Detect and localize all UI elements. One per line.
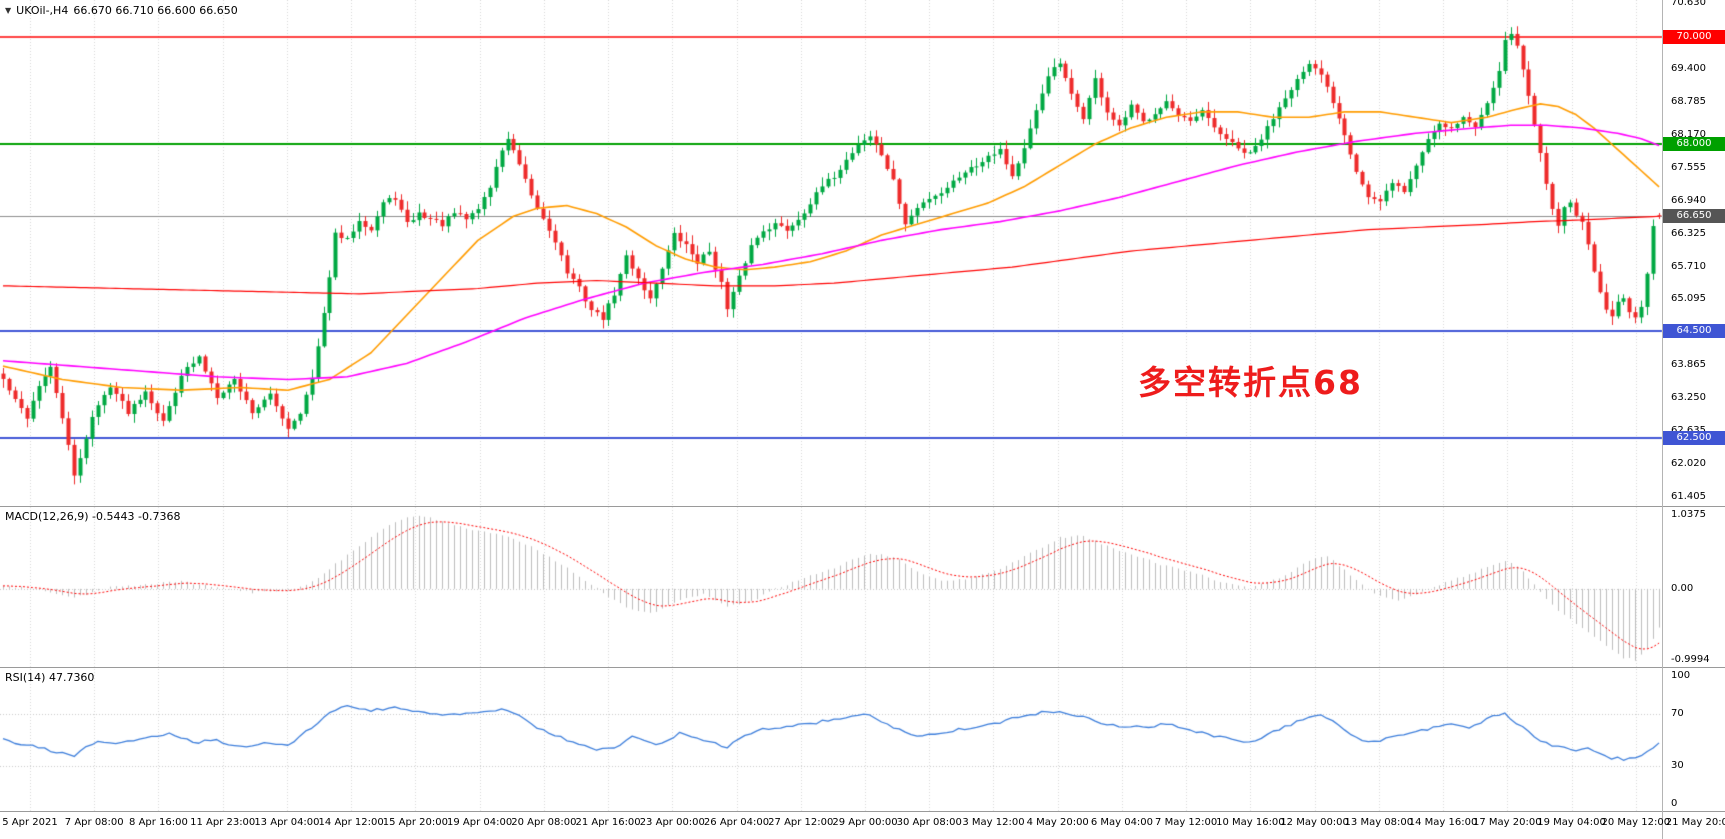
price-tag: 64.500 <box>1663 324 1725 339</box>
time-axis-label: 14 May 16:00 <box>1408 817 1478 828</box>
time-axis-label: 14 Apr 12:00 <box>318 817 384 828</box>
time-axis-label: 29 Apr 00:00 <box>832 817 898 828</box>
price-axis-label: 63.865 <box>1671 359 1706 371</box>
price-axis-label: 67.555 <box>1671 161 1706 173</box>
macd-indicator-label: MACD(12,26,9) -0.5443 -0.7368 <box>5 510 181 523</box>
ohlc-values: 66.670 66.710 66.600 66.650 <box>73 4 238 17</box>
price-axis-label: 63.250 <box>1671 392 1706 404</box>
symbol-marker-icon[interactable]: ▼ <box>5 6 12 15</box>
price-axis-label: 68.170 <box>1671 128 1706 140</box>
price-tag: 62.500 <box>1663 431 1725 446</box>
price-tag: 70.000 <box>1663 29 1725 44</box>
time-axis-label: 6 May 04:00 <box>1090 817 1154 828</box>
time-axis-label: 5 Apr 2021 <box>2 817 58 828</box>
price-tag: 68.000 <box>1663 137 1725 151</box>
rsi-axis-label: 100 <box>1671 669 1691 681</box>
symbol-info: ▼ UKOil-,H4 66.670 66.710 66.600 66.650 <box>5 4 238 17</box>
price-axis-label: 70.630 <box>1671 0 1706 9</box>
macd-axis-label: -0.9994 <box>1671 653 1710 665</box>
time-axis-label: 19 Apr 04:00 <box>447 817 513 828</box>
time-axis-label: 20 Apr 08:00 <box>511 817 577 828</box>
time-axis-label: 26 Apr 04:00 <box>703 817 770 828</box>
time-axis-label: 4 May 20:00 <box>1026 817 1089 828</box>
time-axis-label: 13 May 08:00 <box>1344 817 1414 828</box>
price-axis-label: 62.020 <box>1671 458 1706 470</box>
time-axis-label: 21 May 20:00 <box>1665 817 1725 828</box>
price-tag: 66.650 <box>1663 209 1725 224</box>
price-axis-label: 65.710 <box>1671 260 1706 272</box>
time-axis-label: 10 May 16:00 <box>1216 817 1285 828</box>
panel-divider[interactable] <box>0 506 1725 507</box>
price-axis-label: 69.400 <box>1671 63 1706 75</box>
time-axis-label: 20 May 12:00 <box>1601 817 1671 828</box>
time-axis-label: 19 May 04:00 <box>1537 817 1606 828</box>
rsi-indicator-label: RSI(14) 47.7360 <box>5 671 95 684</box>
time-axis-label: 12 May 00:00 <box>1280 817 1349 828</box>
time-axis-label: 11 Apr 23:00 <box>190 817 256 828</box>
rsi-axis-label: 30 <box>1671 759 1684 771</box>
annotation-text: 多空转折点68 <box>1138 363 1363 402</box>
time-axis-label: 17 May 20:00 <box>1473 817 1542 828</box>
time-axis-label: 13 Apr 04:00 <box>254 817 320 828</box>
time-axis-label: 15 Apr 20:00 <box>382 817 448 828</box>
price-axis-label: 61.405 <box>1671 490 1706 502</box>
symbol-timeframe-label: UKOil-,H4 <box>16 4 69 17</box>
macd-axis-label: 1.0375 <box>1671 509 1706 520</box>
price-axis-label: 68.785 <box>1671 96 1706 107</box>
price-axis-label: 65.095 <box>1671 293 1706 305</box>
time-axis-label: 23 Apr 00:00 <box>639 817 705 828</box>
time-axis-label: 8 Apr 16:00 <box>129 817 188 828</box>
time-axis-label: 30 Apr 08:00 <box>896 817 962 828</box>
price-axis-label: 66.940 <box>1671 194 1706 206</box>
price-axis-label: 66.325 <box>1671 227 1706 239</box>
time-axis-label: 27 Apr 12:00 <box>768 817 834 828</box>
price-scale-border <box>1662 0 1663 839</box>
time-axis-label: 3 May 12:00 <box>962 817 1025 828</box>
macd-axis-label: 0.00 <box>1671 582 1694 594</box>
price-axis-label: 62.635 <box>1671 425 1706 437</box>
time-axis-label: 7 Apr 08:00 <box>64 817 124 828</box>
panel-divider[interactable] <box>0 667 1725 668</box>
time-axis-label: 7 May 12:00 <box>1155 817 1218 828</box>
panel-divider[interactable] <box>0 811 1725 812</box>
time-axis-label: 21 Apr 16:00 <box>575 817 641 828</box>
rsi-axis-label: 70 <box>1671 708 1684 720</box>
rsi-axis-label: 0 <box>1671 797 1678 809</box>
